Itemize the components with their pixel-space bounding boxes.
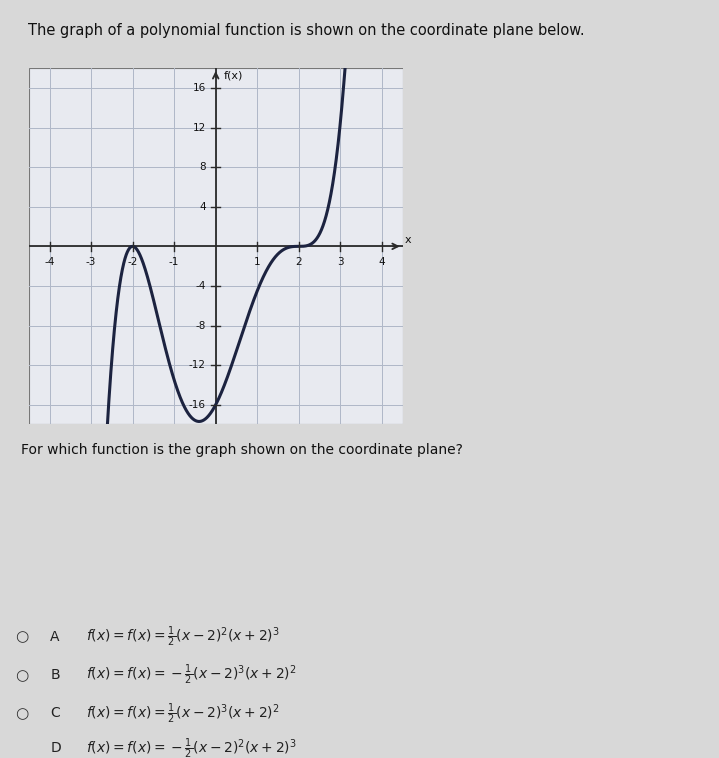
Text: x: x — [405, 236, 411, 246]
Text: $f(x) = f(x) = -\frac{1}{2}(x-2)^3(x+2)^2$: $f(x) = f(x) = -\frac{1}{2}(x-2)^3(x+2)^… — [86, 663, 297, 688]
Text: 16: 16 — [193, 83, 206, 93]
Text: -2: -2 — [127, 257, 138, 267]
Text: ○: ○ — [15, 630, 28, 644]
Text: -4: -4 — [45, 257, 55, 267]
Text: -3: -3 — [86, 257, 96, 267]
Text: 3: 3 — [337, 257, 344, 267]
Text: -4: -4 — [196, 281, 206, 291]
Text: 12: 12 — [193, 123, 206, 133]
Text: C: C — [50, 706, 60, 720]
Text: -1: -1 — [169, 257, 179, 267]
Text: $f(x) = f(x) = -\frac{1}{2}(x-2)^2(x+2)^3$: $f(x) = f(x) = -\frac{1}{2}(x-2)^2(x+2)^… — [86, 736, 297, 758]
Text: f(x): f(x) — [224, 70, 244, 80]
Text: 2: 2 — [296, 257, 302, 267]
Text: 1: 1 — [254, 257, 260, 267]
Text: A: A — [50, 630, 60, 644]
Text: -8: -8 — [196, 321, 206, 330]
Text: -12: -12 — [189, 360, 206, 370]
Text: 4: 4 — [199, 202, 206, 211]
Text: The graph of a polynomial function is shown on the coordinate plane below.: The graph of a polynomial function is sh… — [28, 23, 585, 38]
Text: -16: -16 — [189, 399, 206, 409]
Text: D: D — [50, 741, 61, 756]
Text: ○: ○ — [15, 668, 28, 683]
Text: 4: 4 — [379, 257, 385, 267]
Text: For which function is the graph shown on the coordinate plane?: For which function is the graph shown on… — [22, 443, 463, 456]
Text: ○: ○ — [15, 706, 28, 721]
Text: B: B — [50, 669, 60, 682]
Text: $f(x) = f(x) = \frac{1}{2}(x-2)^3(x+2)^2$: $f(x) = f(x) = \frac{1}{2}(x-2)^3(x+2)^2… — [86, 701, 280, 725]
Text: 8: 8 — [199, 162, 206, 172]
Text: $f(x) = f(x) = \frac{1}{2}(x-2)^2(x+2)^3$: $f(x) = f(x) = \frac{1}{2}(x-2)^2(x+2)^3… — [86, 625, 280, 649]
